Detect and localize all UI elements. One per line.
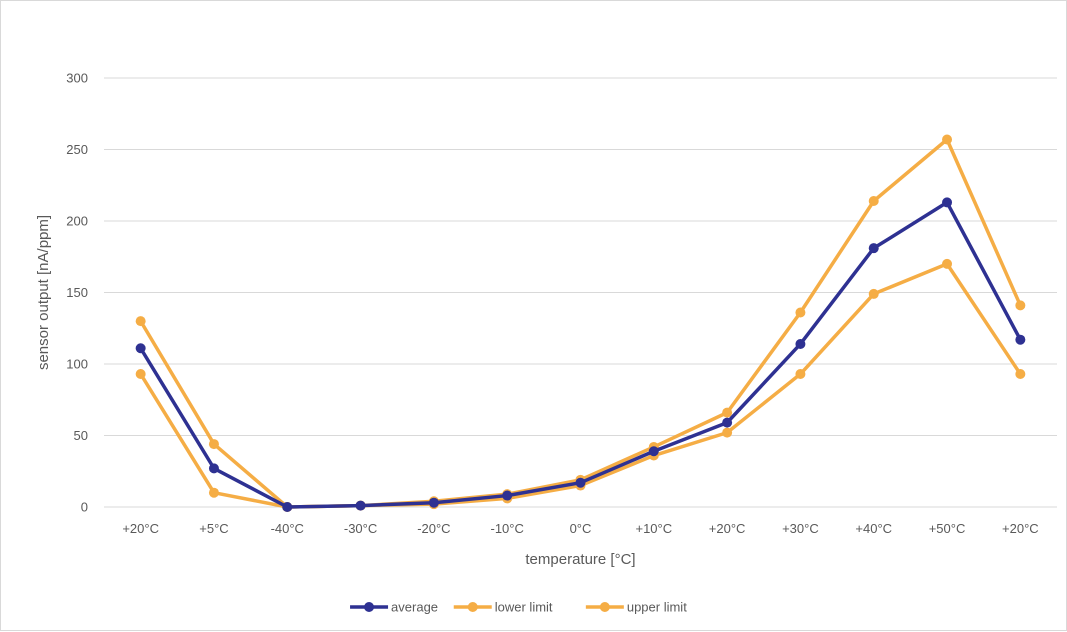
legend-entry: average (350, 600, 438, 615)
data-point (868, 195, 879, 206)
data-point (502, 490, 513, 501)
data-point (1015, 369, 1026, 380)
data-point (135, 316, 146, 327)
data-point (428, 497, 439, 508)
data-point (868, 288, 879, 299)
x-tick-label: +30°C (782, 521, 819, 536)
x-tick-label: -20°C (417, 521, 450, 536)
y-tick-label: 150 (66, 285, 88, 300)
legend-entry: lower limit (453, 600, 553, 615)
series-line (138, 137, 1023, 509)
data-point (208, 439, 219, 450)
data-point (722, 417, 733, 428)
data-point (942, 197, 953, 208)
series-layer (135, 134, 1026, 512)
legend-label: average (391, 600, 438, 615)
legend: average lower limit upper limit (350, 600, 687, 615)
data-point (208, 463, 219, 474)
x-tick-label: +5°C (199, 521, 228, 536)
data-point (1015, 300, 1026, 311)
data-point (942, 134, 953, 145)
series-line (138, 262, 1023, 509)
x-tick-label: -40°C (271, 521, 304, 536)
x-tick-label: +50°C (929, 521, 966, 536)
data-point (282, 502, 293, 512)
gridlines (104, 77, 1057, 508)
data-point (208, 487, 219, 498)
series-upper-limit (135, 134, 1026, 512)
data-point (135, 343, 146, 354)
legend-label: lower limit (495, 600, 553, 615)
data-point (795, 338, 806, 349)
data-point (648, 446, 659, 457)
data-point (575, 477, 586, 488)
series-average (135, 197, 1026, 512)
data-point (355, 500, 366, 511)
legend-label: upper limit (627, 600, 687, 615)
data-point (795, 369, 806, 380)
y-tick-label: 50 (74, 428, 88, 443)
x-tick-label: -30°C (344, 521, 377, 536)
legend-entry: upper limit (585, 600, 687, 615)
x-tick-label: +20°C (1002, 521, 1039, 536)
x-tick-labels: +20°C +5°C -40°C -30°C -20°C -10°C 0°C +10°C +20… (122, 521, 1038, 536)
series-line (138, 200, 1023, 509)
data-point (722, 407, 733, 418)
x-tick-label: +20°C (122, 521, 159, 536)
legend-marker (599, 602, 610, 612)
data-point (135, 369, 146, 380)
legend-marker (467, 602, 478, 612)
data-point (868, 243, 879, 254)
x-tick-label: +40°C (855, 521, 892, 536)
y-axis-title: sensor output [nA/ppm] (35, 215, 52, 370)
series-lower-limit (135, 258, 1026, 512)
y-tick-label: 0 (81, 500, 88, 515)
data-point (722, 427, 733, 438)
y-tick-label: 200 (66, 214, 88, 229)
data-point (942, 258, 953, 269)
legend-marker (364, 602, 375, 612)
x-axis-title: temperature [°C] (525, 551, 635, 568)
x-tick-label: 0°C (570, 521, 592, 536)
y-tick-label: 300 (66, 71, 88, 86)
y-tick-label: 100 (66, 357, 88, 372)
data-point (1015, 334, 1026, 345)
y-tick-label: 250 (66, 142, 88, 157)
data-point (795, 307, 806, 318)
x-tick-label: -10°C (490, 521, 523, 536)
x-tick-label: +10°C (635, 521, 672, 536)
x-tick-label: +20°C (709, 521, 746, 536)
y-tick-labels: 0 50 100 150 200 250 300 (66, 71, 88, 515)
